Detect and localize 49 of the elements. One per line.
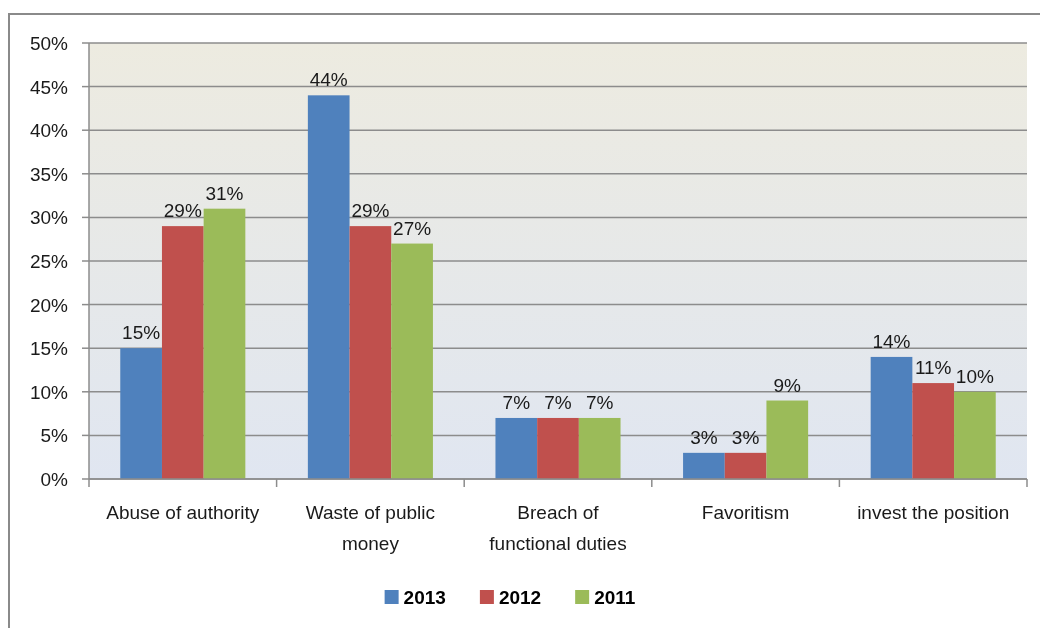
data-label: 7% [502,391,531,413]
y-tick-label: 35% [29,163,69,185]
data-label: 15% [122,322,161,344]
y-tick-label: 45% [29,76,69,98]
y-tick-label: 5% [40,424,69,446]
bar [307,95,350,479]
data-label: 29% [163,200,202,222]
legend-label: 2011 [594,586,636,608]
data-label: 44% [309,69,348,91]
x-tick-label: invest the position [857,502,1010,523]
data-label: 3% [731,426,760,448]
data-label: 10% [955,365,995,387]
bar [537,417,579,479]
data-label: 14% [872,330,911,352]
bar [954,391,996,479]
bar [683,452,725,479]
bar [766,400,809,479]
y-tick-label: 15% [29,337,69,359]
bar [203,208,246,479]
bar [578,417,621,479]
bar [120,348,162,479]
y-tick-label: 30% [29,206,69,228]
data-label: 3% [690,426,718,448]
y-tick-label: 10% [29,381,69,403]
bar [391,243,433,479]
bar [161,226,204,479]
bar [495,417,538,479]
y-tick-label: 25% [29,250,69,272]
x-tick-label: Abuse of authority [106,502,260,523]
y-tick-label: 50% [29,32,69,54]
y-tick-label: 40% [29,119,69,141]
data-label: 7% [544,391,572,413]
data-label: 11% [914,357,952,379]
y-tick-label: 20% [29,294,69,316]
x-tick-label: Waste of public money [305,502,435,554]
bar [912,383,955,479]
y-tick-label: 0% [40,468,69,490]
data-label: 31% [205,182,244,204]
data-label: 7% [585,391,614,413]
data-label: 9% [773,374,802,396]
legend-label: 2013 [403,586,446,608]
x-tick-label: Favoritism [701,502,790,523]
legend-label: 2012 [498,586,542,608]
bar [724,452,767,479]
bar [870,356,913,479]
data-label: 27% [393,217,432,239]
x-tick-label: Breach of functional duties [489,502,627,554]
bar [349,226,392,479]
data-label: 29% [351,200,390,222]
